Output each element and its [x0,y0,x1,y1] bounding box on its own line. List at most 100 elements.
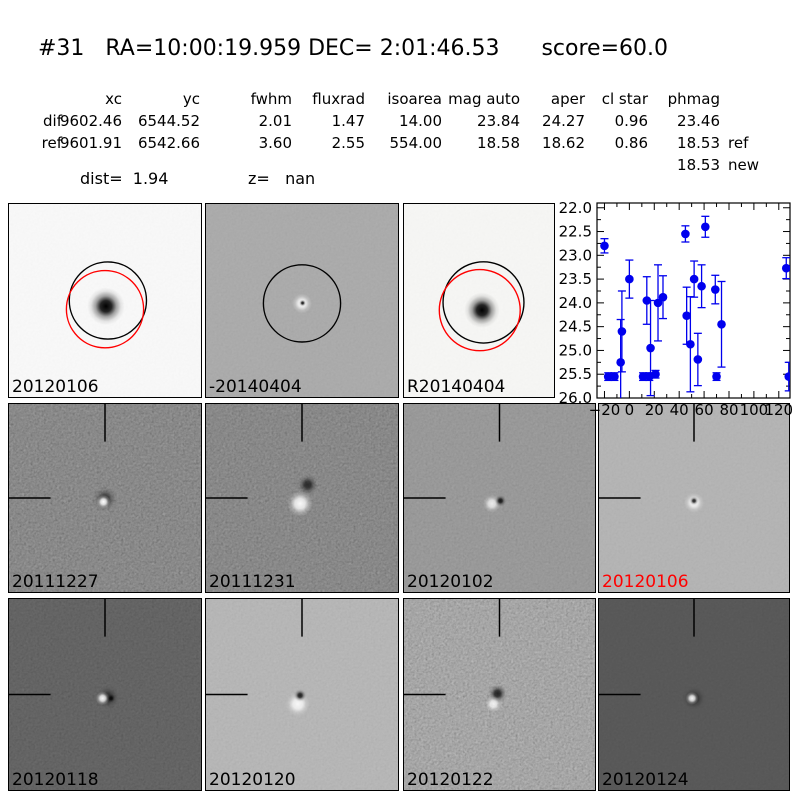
epoch-cutout-20120102: 20120102 [403,403,596,593]
cell-dif-5: 23.84 [477,112,520,130]
black-aperture-circle [68,261,148,340]
svg-text:80: 80 [719,401,738,419]
black-aperture-circle [442,261,525,344]
epoch-cutout-20120118-label: 20120118 [12,770,99,790]
epoch-cutout-20111227-label: 20111227 [12,572,99,592]
svg-text:60: 60 [695,401,714,419]
new-cutout-20120106-label: 20120106 [12,377,99,397]
crosshair-ticks [206,599,303,696]
epoch-cutout-20120118-image [9,599,201,790]
epoch-cutout-20120118: 20120118 [8,598,202,791]
epoch-cutout-20120124: 20120124 [598,598,790,791]
cell-ref-3: 2.55 [331,134,365,152]
svg-text:22.5: 22.5 [559,223,592,241]
epoch-cutout-20120120-label: 20120120 [209,770,296,790]
column-header-1: yc [182,90,200,108]
row-label-dif: dif [43,112,62,130]
epoch-cutout-20120124-image [599,599,789,790]
light-curve-plot: −20 0 20 40 60 80 100 120 22.0 22.5 23.0 23.5 24.0 24… [540,195,800,432]
epoch-cutout-20120124-label: 20120124 [602,770,689,790]
epoch-cutout-20120122-label: 20120122 [407,770,494,790]
y-axis-tick-labels: 22.0 22.5 23.0 23.5 24.0 24.5 25.0 25.5 26.0 [559,199,592,407]
svg-text:22.0: 22.0 [559,199,592,217]
epoch-cutout-20120102-image [404,404,595,592]
sub-cutout-20140404: -20140404 [205,203,399,398]
epoch-cutout-20111231-label: 20111231 [209,572,296,592]
ref-cutout-R20140404-image [404,204,554,397]
epoch-cutout-20120120: 20120120 [205,598,399,791]
epoch-cutout-20120106-label: 20120106 [602,572,689,592]
svg-text:25.0: 25.0 [559,341,592,359]
ref-cutout-R20140404-label: R20140404 [407,377,506,397]
column-header-8: phmag [667,90,720,108]
column-header-6: aper [550,90,585,108]
cell-dif-6: 24.27 [542,112,585,130]
ref-cutout-R20140404: R20140404 [403,203,555,398]
crosshair-ticks [9,599,106,696]
cell-ref-7: 0.86 [614,134,648,152]
redshift-value: z= nan [248,169,316,188]
cell-dif-3: 1.47 [331,112,365,130]
new-cutout-20120106-image [9,204,201,397]
column-header-4: isoarea [387,90,442,108]
epoch-cutout-20120102-label: 20120102 [407,572,494,592]
header-title: #31 RA=10:00:19.959 DEC= 2:01:46.53 scor… [38,36,668,61]
svg-text:26.0: 26.0 [559,389,592,407]
crosshair-ticks [404,599,501,696]
cell-dif-2: 2.01 [258,112,292,130]
cell-ref-4: 554.00 [389,134,443,152]
svg-text:20: 20 [645,401,664,419]
column-header-2: fwhm [250,90,292,108]
epoch-cutout-20120122: 20120122 [403,598,596,791]
red-aperture-circle [65,269,145,349]
cell-ref-6: 18.62 [542,134,585,152]
crosshair-ticks [404,404,501,499]
epoch-cutout-20120120-image [206,599,398,790]
cell-dif-1: 6544.52 [137,112,200,130]
column-header-0: xc [105,90,122,108]
new-cutout-20120106: 20120106 [8,203,202,398]
svg-text:23.0: 23.0 [559,246,592,264]
epoch-cutout-20120122-image [404,599,595,790]
svg-text:24.5: 24.5 [559,318,592,336]
svg-text:0: 0 [625,401,635,419]
cell-dif-8: 23.46 [677,112,720,130]
crosshair-ticks [9,404,106,499]
phmag-suffix-ref: ref [728,134,749,152]
light-curve-points [600,215,790,398]
epoch-cutout-20111231-image [206,404,398,592]
svg-text:40: 40 [670,401,689,419]
svg-text:120: 120 [764,401,793,419]
cell-dif-4: 14.00 [399,112,442,130]
red-aperture-circle [438,268,521,352]
svg-text:24.0: 24.0 [559,294,592,312]
cell-ref-2: 3.60 [258,134,292,152]
epoch-cutout-20120106-image [599,404,789,592]
column-header-3: fluxrad [312,90,365,108]
cell-dif-7: 0.96 [614,112,648,130]
svg-text:25.5: 25.5 [559,365,592,383]
dist-value: dist= 1.94 [80,169,169,188]
crosshair-ticks [599,404,695,499]
svg-text:−20: −20 [589,401,621,419]
epoch-cutout-20120106: 20120106 [598,403,790,593]
crosshair-ticks [206,404,303,499]
phmag-new-suffix: new [728,156,760,174]
cell-dif-0: 9602.46 [59,112,122,130]
column-header-7: cl star [601,90,648,108]
epoch-cutout-20111227: 20111227 [8,403,202,593]
svg-text:23.5: 23.5 [559,270,592,288]
cell-ref-0: 9601.91 [59,134,122,152]
cell-ref-1: 6542.66 [137,134,200,152]
sub-cutout-20140404-image [206,204,398,397]
black-aperture-circle [262,264,342,343]
crosshair-ticks [599,599,695,696]
phmag-new-value: 18.53 [677,156,720,174]
sub-cutout-20140404-label: -20140404 [209,377,302,397]
epoch-cutout-20111231: 20111231 [205,403,399,593]
cell-ref-5: 18.58 [477,134,520,152]
svg-text:100: 100 [740,401,769,419]
